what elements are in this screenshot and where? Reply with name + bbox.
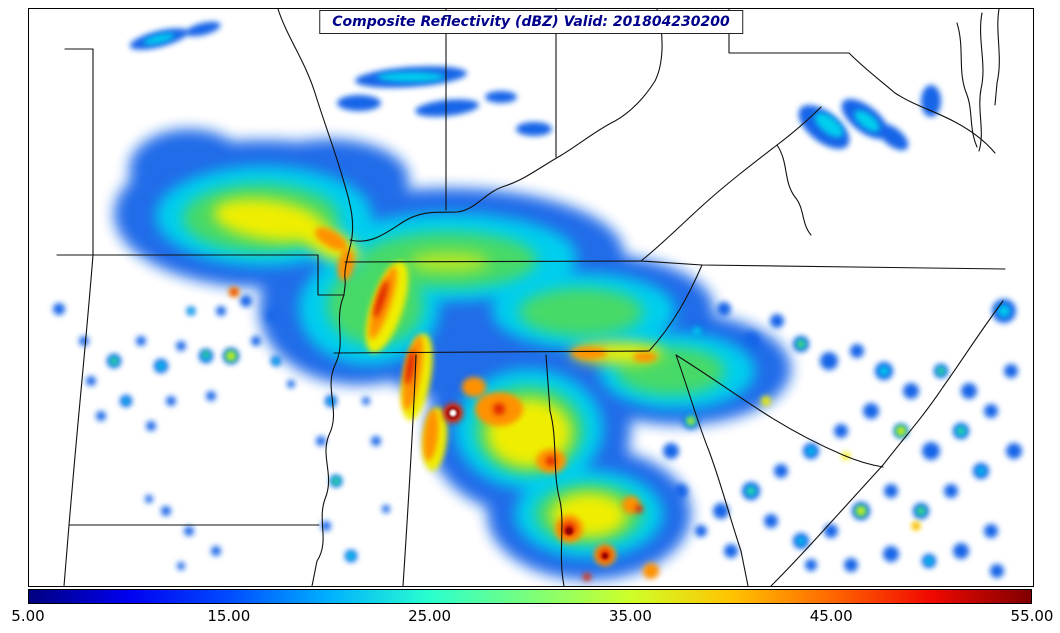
- colorbar-tick-label: 15.00: [207, 607, 251, 625]
- map-frame: Composite Reflectivity (dBZ) Valid: 2018…: [28, 8, 1034, 587]
- reflectivity-blobs: [53, 21, 1022, 581]
- colorbar-tick-label: 25.00: [408, 607, 452, 625]
- colorbar-tick-label: 5.00: [11, 607, 45, 625]
- colorbar: [28, 589, 1032, 604]
- state-boundaries: [56, 9, 1006, 586]
- colorbar-gradient: [29, 590, 1031, 603]
- colorbar-tick-label: 35.00: [608, 607, 652, 625]
- map-title-box: Composite Reflectivity (dBZ) Valid: 2018…: [319, 10, 743, 34]
- colorbar-tick-label: 55.00: [1010, 607, 1054, 625]
- radar-map-svg: [53, 9, 1022, 586]
- map-title: Composite Reflectivity (dBZ) Valid: 2018…: [332, 14, 730, 30]
- colorbar-tick-label: 45.00: [809, 607, 853, 625]
- colorbar-ticks: 5.00 15.00 25.00 35.00 45.00 55.00: [11, 607, 1053, 629]
